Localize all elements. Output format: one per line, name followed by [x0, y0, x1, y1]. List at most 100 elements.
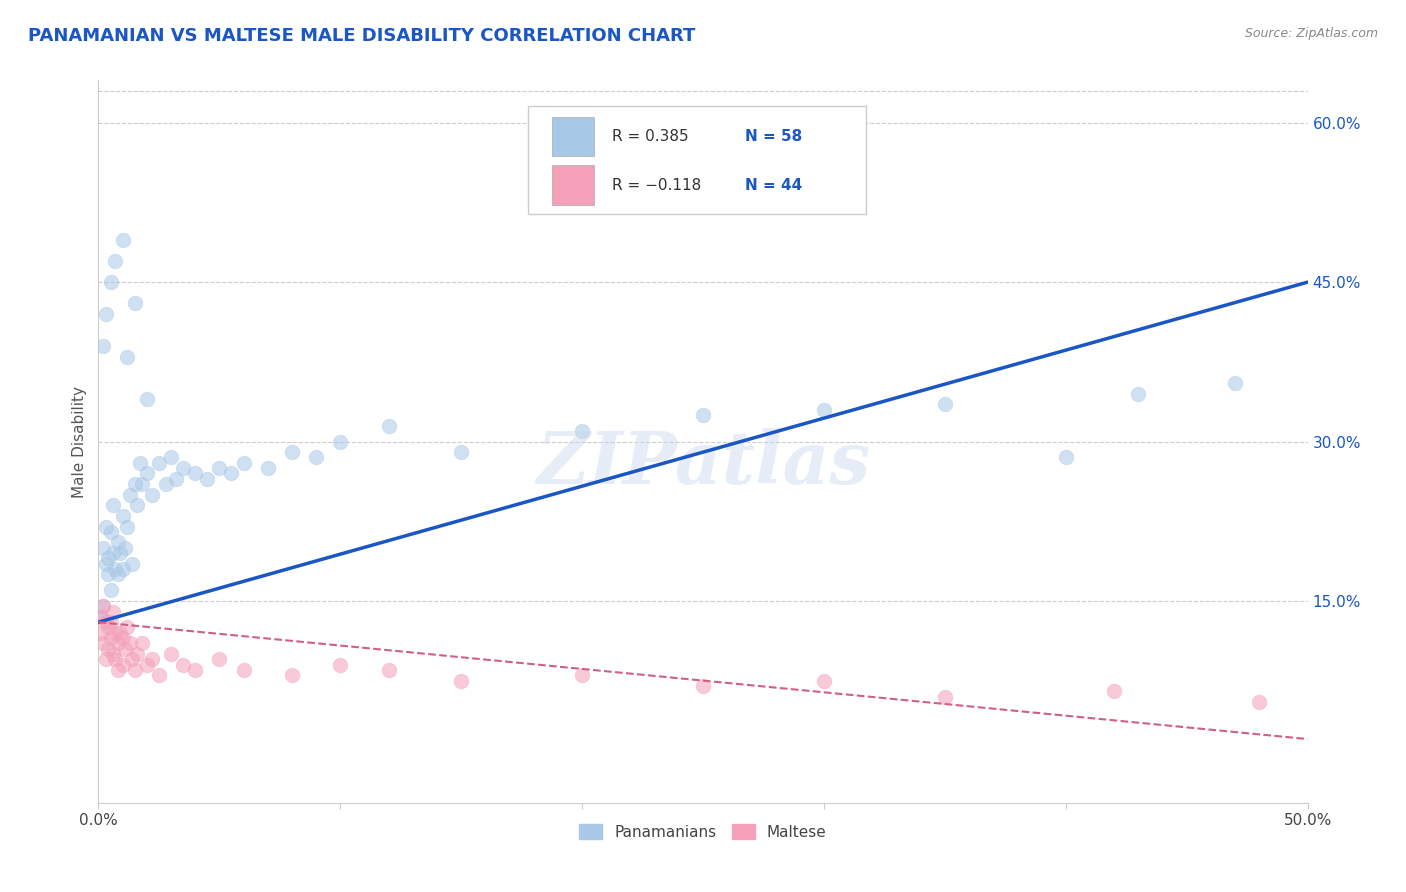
Bar — [551, 117, 595, 156]
Point — [281, 445, 304, 459]
Point — [117, 620, 139, 634]
Point — [94, 307, 117, 321]
Text: ZIPatlas: ZIPatlas — [536, 428, 870, 499]
Point — [97, 567, 120, 582]
Point — [1102, 684, 1125, 698]
Point — [100, 275, 122, 289]
Point — [127, 647, 149, 661]
Text: Source: ZipAtlas.com: Source: ZipAtlas.com — [1244, 27, 1378, 40]
Point — [111, 657, 134, 672]
Point — [101, 647, 124, 661]
Legend: Panamanians, Maltese: Panamanians, Maltese — [574, 818, 832, 846]
Point — [172, 657, 194, 672]
Point — [141, 652, 163, 666]
Point — [281, 668, 304, 682]
Point — [131, 636, 153, 650]
Point — [232, 456, 254, 470]
Point — [208, 461, 231, 475]
Point — [1249, 695, 1271, 709]
Point — [450, 673, 472, 688]
Point — [107, 567, 129, 582]
Point — [94, 615, 117, 630]
Point — [692, 679, 714, 693]
Point — [256, 461, 278, 475]
Point — [100, 631, 122, 645]
Point — [184, 467, 207, 481]
Point — [135, 467, 157, 481]
Point — [111, 233, 134, 247]
Point — [135, 392, 157, 406]
Point — [107, 535, 129, 549]
Point — [172, 461, 194, 475]
Point — [108, 625, 131, 640]
Point — [100, 524, 122, 539]
Point — [329, 657, 352, 672]
Point — [221, 467, 243, 481]
Point — [94, 519, 117, 533]
Bar — [551, 165, 595, 205]
Point — [101, 498, 124, 512]
Point — [160, 647, 183, 661]
Point — [124, 296, 146, 310]
Point — [118, 488, 141, 502]
Point — [97, 641, 120, 656]
Point — [155, 477, 177, 491]
Point — [813, 402, 835, 417]
Point — [124, 663, 146, 677]
Point — [141, 488, 163, 502]
Point — [121, 557, 143, 571]
Point — [692, 408, 714, 422]
Point — [104, 562, 127, 576]
Point — [377, 418, 399, 433]
Point — [97, 551, 120, 566]
Point — [1054, 450, 1077, 465]
Text: N = 58: N = 58 — [745, 129, 803, 144]
Point — [114, 541, 136, 555]
Point — [184, 663, 207, 677]
Point — [329, 434, 352, 449]
Point — [160, 450, 183, 465]
Point — [571, 424, 593, 438]
Point — [571, 668, 593, 682]
Point — [1223, 376, 1246, 390]
Point — [91, 541, 114, 555]
Point — [107, 663, 129, 677]
Point — [232, 663, 254, 677]
Point — [934, 397, 956, 411]
Point — [107, 636, 129, 650]
FancyBboxPatch shape — [527, 105, 866, 214]
Point — [97, 620, 120, 634]
Point — [101, 546, 124, 560]
Point — [128, 456, 150, 470]
Point — [101, 605, 124, 619]
Point — [195, 472, 218, 486]
Point — [91, 599, 114, 614]
Text: R = 0.385: R = 0.385 — [613, 129, 689, 144]
Point — [94, 652, 117, 666]
Text: N = 44: N = 44 — [745, 178, 803, 193]
Point — [94, 557, 117, 571]
Point — [124, 477, 146, 491]
Point — [104, 254, 127, 268]
Point — [813, 673, 835, 688]
Point — [1128, 386, 1150, 401]
Point — [450, 445, 472, 459]
Point — [148, 456, 170, 470]
Point — [118, 636, 141, 650]
Point — [934, 690, 956, 704]
Point — [91, 599, 114, 614]
Point — [108, 546, 131, 560]
Point — [111, 508, 134, 523]
Point — [127, 498, 149, 512]
Point — [104, 625, 127, 640]
Point — [91, 636, 114, 650]
Point — [165, 472, 187, 486]
Point — [104, 652, 127, 666]
Point — [117, 350, 139, 364]
Point — [114, 641, 136, 656]
Point — [131, 477, 153, 491]
Point — [91, 339, 114, 353]
Point — [90, 625, 112, 640]
Point — [377, 663, 399, 677]
Point — [90, 610, 112, 624]
